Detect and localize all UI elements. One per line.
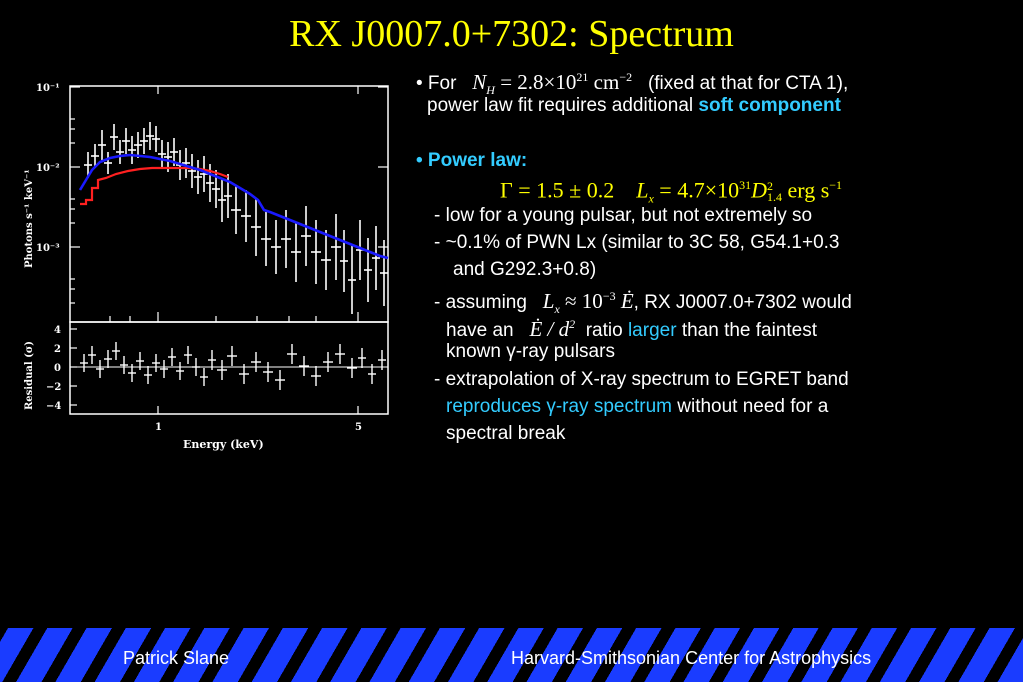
item-pwn-line2: and G292.3+0.8) [453,259,597,280]
bullet-nh: • For NH = 2.8×1021 cm−2 (fixed at that … [416,64,848,104]
larger-emph: larger [627,320,677,341]
y-tick-label: −4 [46,401,61,412]
item-pwn-line1: - ~0.1% of PWN Lx (similar to 3C 58, G54… [434,232,840,253]
y-tick-label: 0 [54,363,61,374]
item-egret-line3: spectral break [446,423,566,444]
y-tick-label: 2 [54,344,61,355]
item-assuming-line2: have an Ė / d2 ratio larger than the fai… [446,317,818,341]
item-young-pulsar: - low for a young pulsar, but not extrem… [434,205,813,226]
nh-note: (fixed at that for CTA 1), [647,73,849,94]
footer-author: Patrick Slane [123,648,230,668]
total-model [78,153,389,260]
edot-d2-formula: Ė / d2 [529,317,576,341]
footer-band [0,628,1023,682]
item-assuming-line1: - assuming Lx ≈ 10−3 Ė, RX J0007.0+7302 … [434,289,852,317]
soft-component-line: power law fit requires additional soft c… [427,95,841,116]
y-tick-label: 10⁻¹ [36,83,60,94]
residual-panel [69,321,389,415]
y-axis-label-bottom: Residual (σ) [24,341,35,410]
footer-institution: Harvard-Smithsonian Center for Astrophys… [511,648,872,668]
y-tick-label: 10⁻³ [36,243,60,254]
slide-title: RX J0007.0+7302: Spectrum [289,13,734,55]
x-axis-label: Energy (keV) [183,438,264,451]
bullet-prefix: • For [416,73,457,94]
power-law-formula: Γ = 1.5 ± 0.2 Lx = 4.7×1031D 2 1.4 erg s−1 [500,177,843,206]
y-tick-label: 4 [54,325,61,336]
power-law-heading: • Power law: [416,150,528,171]
nh-formula: NH = 2.8×1021 cm−2 [472,70,633,98]
item-egret-line2: reproduces γ-ray spectrum without need f… [446,396,829,417]
y-axis-label-top: Photons s⁻¹ keV⁻¹ [24,169,35,268]
y-tick-label: 10⁻² [36,163,60,174]
lx-edot-formula: Lx ≈ 10−3 Ė [542,289,634,317]
spectrum-data-points [84,122,388,314]
x-tick-label: 1 [155,422,162,433]
residual-points [80,342,386,390]
y-tick-label: −2 [46,382,61,393]
soft-component-emph: soft component [698,95,841,116]
item-egret-line1: - extrapolation of X-ray spectrum to EGR… [434,369,849,390]
x-tick-label: 5 [355,422,362,433]
spectrum-figure: 10⁻¹ 10⁻² 10⁻³ 4 2 0 −2 −4 1 5 Energy (k… [0,70,400,460]
reproduces-emph: reproduces γ-ray spectrum [446,396,672,417]
item-assuming-line3: known γ-ray pulsars [446,341,615,362]
